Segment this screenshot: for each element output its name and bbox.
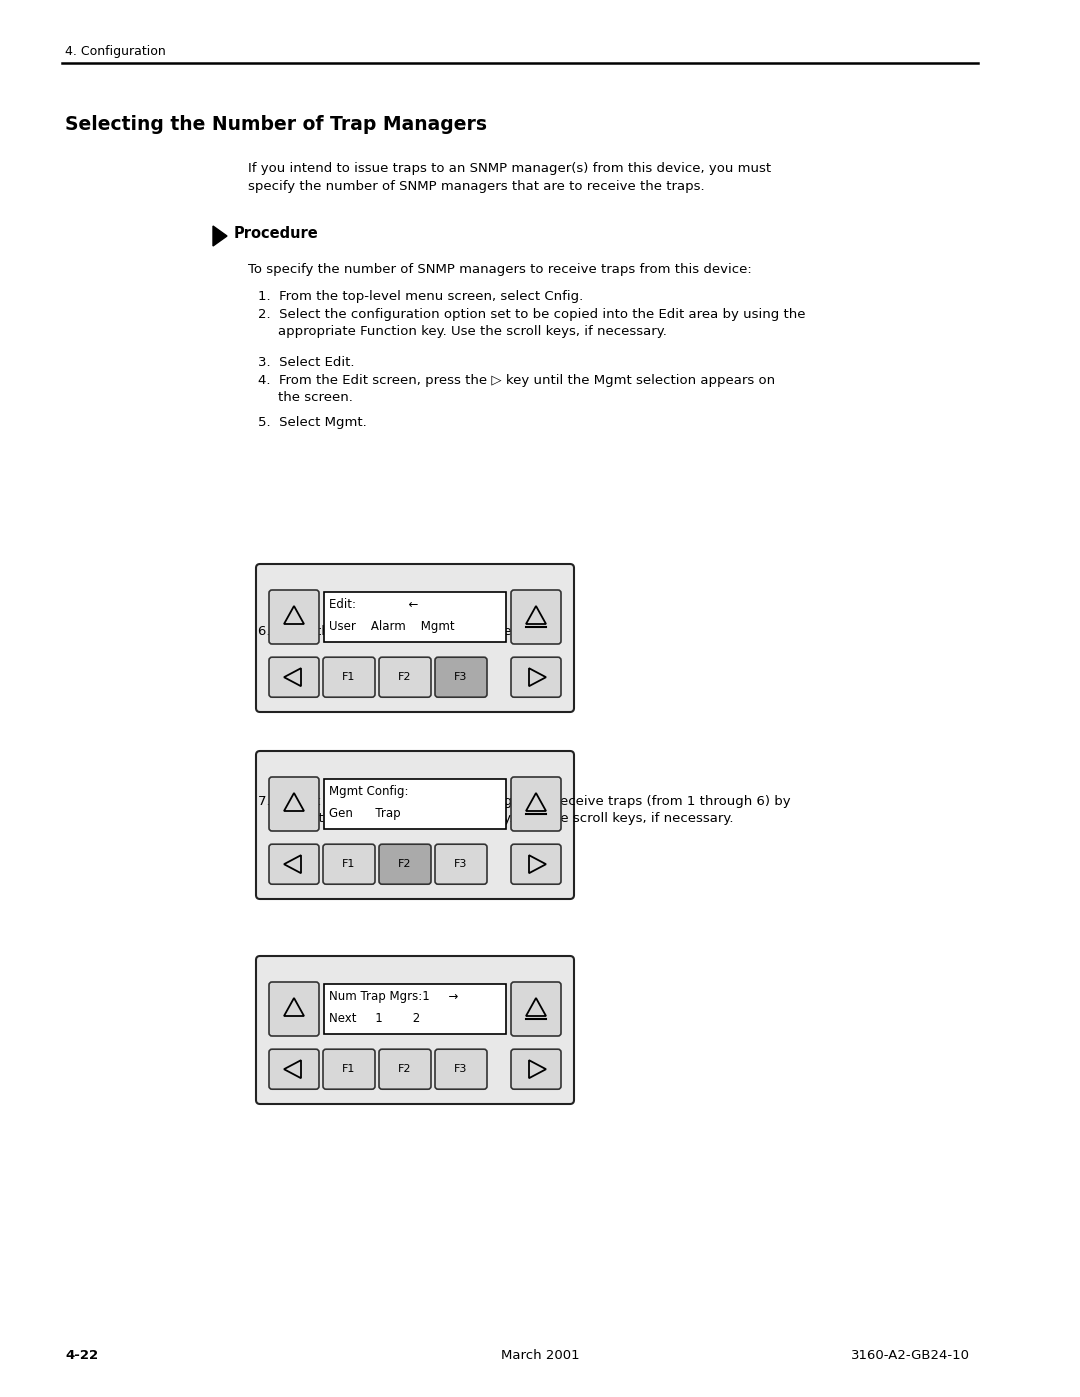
FancyBboxPatch shape — [511, 844, 561, 884]
FancyBboxPatch shape — [435, 657, 487, 697]
Text: 7.  Select the number of SNMP managers to receive traps (from 1 through 6) by: 7. Select the number of SNMP managers to… — [258, 795, 791, 807]
Text: Mgmt Config:: Mgmt Config: — [329, 785, 408, 798]
FancyBboxPatch shape — [379, 1049, 431, 1090]
FancyBboxPatch shape — [379, 844, 431, 884]
Polygon shape — [284, 855, 301, 873]
Polygon shape — [529, 1060, 546, 1078]
FancyBboxPatch shape — [269, 777, 319, 831]
FancyBboxPatch shape — [511, 777, 561, 831]
Polygon shape — [284, 793, 303, 812]
FancyBboxPatch shape — [269, 844, 319, 884]
FancyBboxPatch shape — [323, 844, 375, 884]
Text: the screen.: the screen. — [278, 391, 353, 404]
Text: appropriate Function key. Use the scroll keys, if necessary.: appropriate Function key. Use the scroll… — [278, 326, 666, 338]
FancyBboxPatch shape — [511, 1049, 561, 1090]
Text: 6.  From the Mgmt Config screen, select Trap.: 6. From the Mgmt Config screen, select T… — [258, 624, 561, 638]
FancyBboxPatch shape — [256, 752, 573, 900]
Text: 2.  Select the configuration option set to be copied into the Edit area by using: 2. Select the configuration option set t… — [258, 307, 806, 321]
Text: F3: F3 — [455, 672, 468, 682]
Text: Procedure: Procedure — [234, 226, 319, 242]
FancyBboxPatch shape — [269, 657, 319, 697]
FancyBboxPatch shape — [323, 657, 375, 697]
Text: 5.  Select Mgmt.: 5. Select Mgmt. — [258, 416, 367, 429]
Text: F1: F1 — [342, 1065, 355, 1074]
Text: 3.  Select Edit.: 3. Select Edit. — [258, 356, 354, 369]
FancyBboxPatch shape — [269, 982, 319, 1037]
FancyBboxPatch shape — [269, 590, 319, 644]
Text: using the appropriate Function key. Use the scroll keys, if necessary.: using the appropriate Function key. Use … — [278, 812, 733, 826]
FancyBboxPatch shape — [511, 982, 561, 1037]
FancyBboxPatch shape — [435, 1049, 487, 1090]
Text: March 2001: March 2001 — [501, 1350, 579, 1362]
Polygon shape — [526, 606, 546, 624]
Text: 3160-A2-GB24-10: 3160-A2-GB24-10 — [851, 1350, 970, 1362]
Text: F2: F2 — [399, 859, 411, 869]
FancyBboxPatch shape — [511, 590, 561, 644]
Text: F2: F2 — [399, 672, 411, 682]
Text: Selecting the Number of Trap Managers: Selecting the Number of Trap Managers — [65, 115, 487, 134]
FancyBboxPatch shape — [324, 592, 507, 643]
Polygon shape — [213, 226, 227, 246]
FancyBboxPatch shape — [324, 780, 507, 828]
Text: 4-22: 4-22 — [65, 1350, 98, 1362]
Polygon shape — [284, 997, 303, 1016]
Text: Num Trap Mgrs:1     →: Num Trap Mgrs:1 → — [329, 990, 458, 1003]
Polygon shape — [529, 855, 546, 873]
FancyBboxPatch shape — [323, 1049, 375, 1090]
Polygon shape — [284, 668, 301, 686]
Text: If you intend to issue traps to an SNMP manager(s) from this device, you must: If you intend to issue traps to an SNMP … — [248, 162, 771, 175]
Text: Edit:              ←: Edit: ← — [329, 598, 418, 610]
Text: 1.  From the top-level menu screen, select Cnfig.: 1. From the top-level menu screen, selec… — [258, 291, 583, 303]
FancyBboxPatch shape — [511, 657, 561, 697]
Text: Next     1        2: Next 1 2 — [329, 1011, 420, 1025]
Text: Gen      Trap: Gen Trap — [329, 807, 401, 820]
Text: User    Alarm    Mgmt: User Alarm Mgmt — [329, 620, 455, 633]
Text: F1: F1 — [342, 859, 355, 869]
FancyBboxPatch shape — [379, 657, 431, 697]
Polygon shape — [284, 606, 303, 624]
Text: F2: F2 — [399, 1065, 411, 1074]
Text: F3: F3 — [455, 859, 468, 869]
FancyBboxPatch shape — [256, 564, 573, 712]
FancyBboxPatch shape — [269, 1049, 319, 1090]
Polygon shape — [526, 793, 546, 812]
Polygon shape — [284, 1060, 301, 1078]
Text: F3: F3 — [455, 1065, 468, 1074]
Polygon shape — [526, 997, 546, 1016]
Text: F1: F1 — [342, 672, 355, 682]
Text: To specify the number of SNMP managers to receive traps from this device:: To specify the number of SNMP managers t… — [248, 263, 752, 277]
FancyBboxPatch shape — [256, 956, 573, 1104]
FancyBboxPatch shape — [324, 983, 507, 1034]
Text: 4.  From the Edit screen, press the ▷ key until the Mgmt selection appears on: 4. From the Edit screen, press the ▷ key… — [258, 374, 775, 387]
Polygon shape — [529, 668, 546, 686]
Text: specify the number of SNMP managers that are to receive the traps.: specify the number of SNMP managers that… — [248, 180, 704, 193]
Text: 4. Configuration: 4. Configuration — [65, 45, 165, 59]
FancyBboxPatch shape — [435, 844, 487, 884]
